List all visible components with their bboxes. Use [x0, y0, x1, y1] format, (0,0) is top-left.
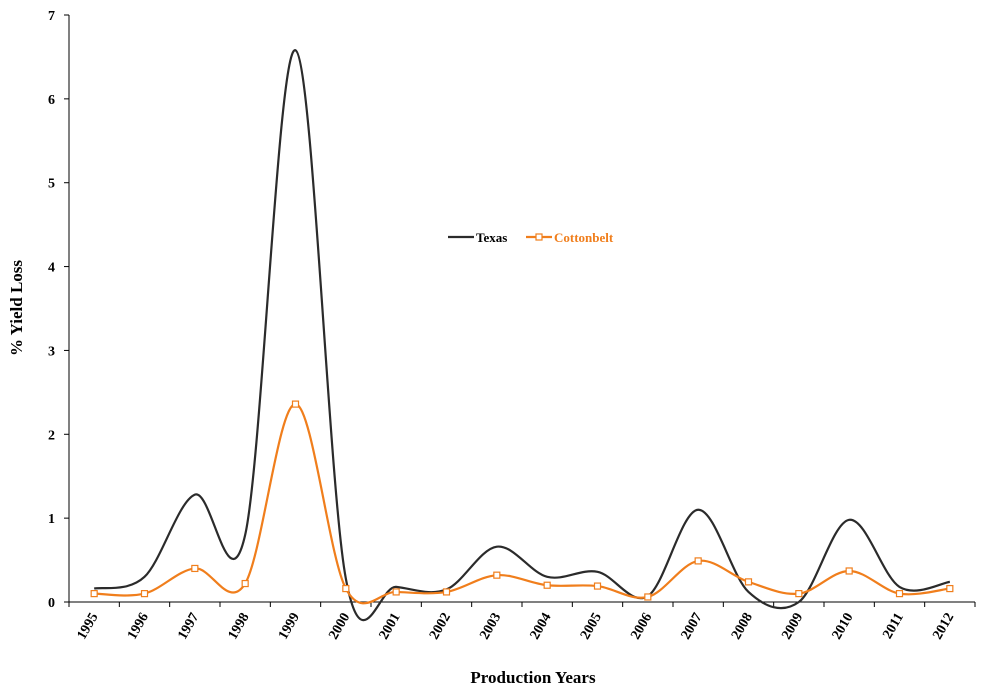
- point-cottonbelt: [442, 588, 451, 596]
- y-tick-label: 5: [48, 177, 55, 192]
- x-tick-label: 2003: [477, 611, 504, 643]
- point-cottonbelt: [342, 584, 350, 593]
- legend-marker-cottonbelt: [535, 233, 543, 241]
- point-cottonbelt: [946, 584, 954, 593]
- series-line-cottonbelt: [94, 402, 950, 605]
- point-cottonbelt: [593, 582, 602, 590]
- point-cottonbelt: [895, 590, 904, 598]
- x-tick-label: 1998: [226, 611, 253, 643]
- point-cottonbelt: [241, 579, 249, 588]
- point-cottonbelt: [543, 581, 551, 589]
- point-cottonbelt: [140, 590, 149, 598]
- point-cottonbelt: [191, 564, 199, 573]
- x-tick-label: 2008: [729, 611, 756, 643]
- axes: [64, 14, 976, 607]
- point-cottonbelt: [795, 590, 803, 598]
- y-tick-label: 0: [48, 596, 55, 611]
- x-tick-label: 2001: [377, 611, 404, 643]
- legend-label-texas: Texas: [476, 230, 507, 245]
- y-tick-label: 6: [48, 93, 55, 108]
- y-tick-label: 2: [48, 428, 55, 443]
- point-cottonbelt: [694, 557, 702, 565]
- point-cottonbelt: [744, 578, 753, 586]
- legend: Texas Cottonbelt: [448, 230, 614, 245]
- point-cottonbelt: [493, 571, 501, 579]
- legend-label-cottonbelt: Cottonbelt: [554, 230, 614, 245]
- x-tick-label: 1995: [75, 611, 102, 643]
- x-tick-label: 1997: [175, 611, 202, 643]
- x-tick-label: 2007: [679, 611, 706, 643]
- x-tick-label: 1996: [125, 611, 152, 643]
- x-tick-label: 2010: [830, 611, 857, 643]
- y-axis-title: % Yield Loss: [7, 260, 26, 356]
- x-tick-label: 2002: [427, 611, 454, 643]
- x-tick-labels: 1995 1996 1997 1998 1999 2000 2001 2002 2003 2004…: [75, 611, 958, 643]
- x-tick-label: 2006: [628, 611, 655, 643]
- series-line-texas: [93, 49, 951, 622]
- x-tick-label: 2000: [326, 611, 353, 643]
- point-cottonbelt: [644, 593, 652, 601]
- y-tick-labels: 0 1 2 3 4 5 6 7: [48, 9, 55, 611]
- x-tick-label: 2011: [880, 611, 907, 642]
- x-tick-label: 2005: [578, 611, 605, 643]
- x-tick-label: 2009: [779, 611, 806, 643]
- point-cottonbelt: [90, 590, 98, 598]
- x-tick-label: 2012: [930, 611, 957, 643]
- x-tick-label: 1999: [276, 611, 303, 643]
- y-tick-label: 1: [48, 512, 55, 527]
- y-tick-label: 7: [48, 9, 55, 24]
- y-tick-label: 3: [48, 344, 55, 359]
- point-cottonbelt: [845, 567, 853, 575]
- point-cottonbelt: [291, 400, 300, 408]
- x-axis-title: Production Years: [470, 668, 596, 687]
- series-lines: [90, 49, 954, 622]
- point-cottonbelt: [392, 588, 400, 596]
- x-tick-label: 2004: [528, 611, 555, 643]
- y-tick-label: 4: [48, 261, 55, 276]
